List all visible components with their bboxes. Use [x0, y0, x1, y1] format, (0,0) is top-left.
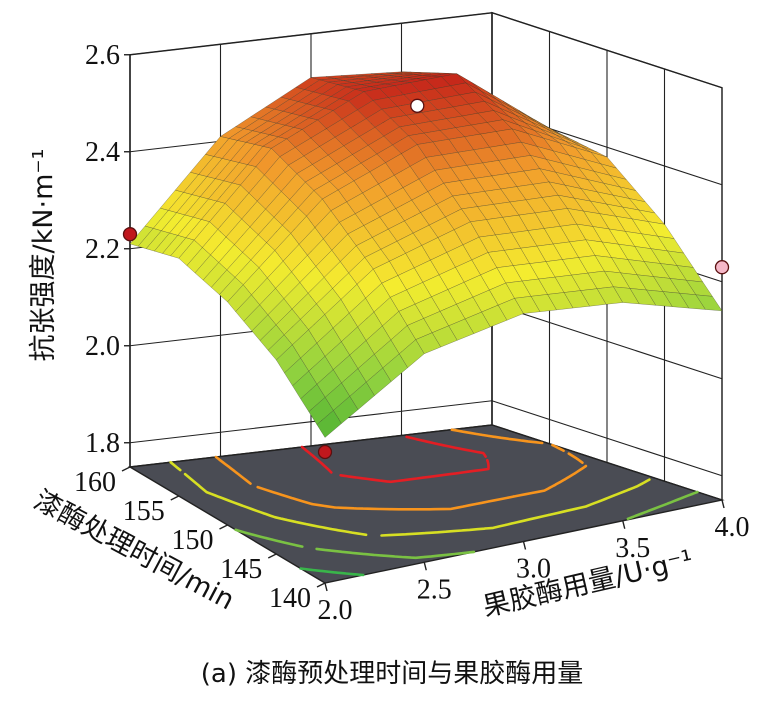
x-tick-mark [324, 582, 328, 592]
x-tick-label: 2.0 [318, 595, 353, 626]
response-surface [129, 71, 723, 438]
design-point [317, 444, 333, 460]
contour-line [234, 490, 699, 560]
contour-line [169, 461, 651, 537]
design-point [714, 260, 730, 275]
x-tick-mark [721, 499, 725, 509]
contour-floor [127, 424, 725, 584]
y-tick-mark [219, 524, 228, 530]
x-tick-label: 3.0 [516, 554, 551, 585]
x-tick-mark [423, 562, 427, 571]
y-tick-mark [267, 553, 277, 559]
y-tick-mark [170, 495, 180, 501]
design-points [122, 98, 730, 460]
x-axis-title: 果胶酶用量/U·g⁻¹ [480, 544, 696, 622]
x-tick-label: 3.5 [615, 533, 650, 564]
contour-line [299, 567, 365, 577]
x-tick-mark [522, 541, 527, 550]
figure-caption: (a) 漆酶预处理时间与果胶酶用量 [201, 659, 584, 689]
design-point [410, 98, 425, 113]
x-tick-label: 2.5 [417, 574, 452, 605]
z-tick-label: 2.4 [85, 137, 120, 168]
y-tick-mark [316, 582, 326, 588]
x-tick-mark [622, 520, 626, 529]
contour-line [300, 435, 490, 484]
design-point [122, 227, 138, 242]
z-tick-label: 2.2 [85, 234, 120, 265]
y-tick-label: 145 [220, 554, 262, 585]
z-tick-label: 1.8 [85, 428, 120, 459]
surface-patch [695, 294, 723, 312]
y-tick-mark [121, 466, 131, 472]
y-tick-label: 150 [172, 525, 214, 556]
z-axis-title: 抗张强度/kN·m⁻¹ [28, 149, 59, 362]
y-tick-label: 160 [74, 467, 116, 498]
y-tick-label: 155 [123, 496, 165, 527]
contour-line [214, 428, 588, 511]
z-tick-label: 2.6 [85, 40, 120, 71]
x-tick-label: 4.0 [715, 512, 750, 543]
y-tick-label: 140 [269, 583, 311, 614]
z-tick-label: 2.0 [85, 331, 120, 362]
